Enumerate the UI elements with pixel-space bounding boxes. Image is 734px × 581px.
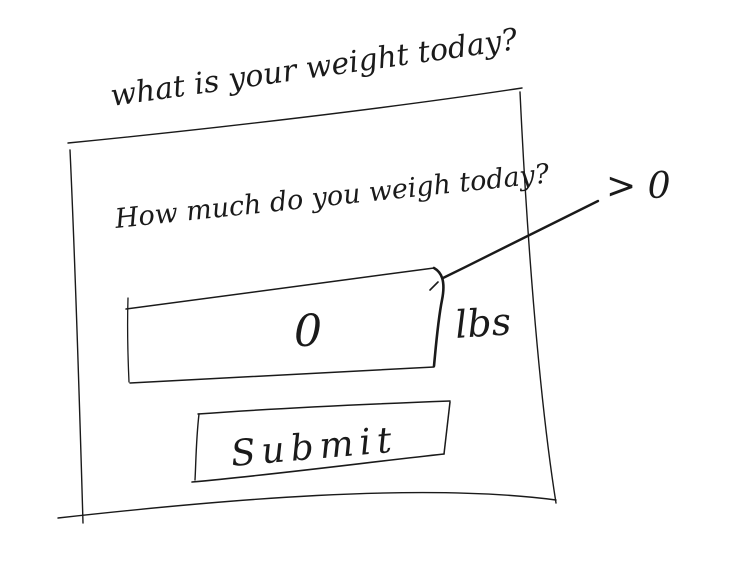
page-title: what is your weight today? xyxy=(108,22,520,114)
annotation-note: > 0 xyxy=(606,166,671,207)
submit-button[interactable]: Submit xyxy=(191,400,451,483)
weight-question: How much do you weigh today? xyxy=(112,158,551,235)
submit-button-label: Submit xyxy=(229,420,399,475)
validation-annotation: > 0 xyxy=(441,166,671,280)
annotation-line xyxy=(441,199,600,280)
weight-unit-label: lbs xyxy=(454,299,513,347)
weight-value: 0 xyxy=(294,306,322,357)
form-card xyxy=(57,87,557,524)
weight-input[interactable]: 0 xyxy=(125,266,445,384)
